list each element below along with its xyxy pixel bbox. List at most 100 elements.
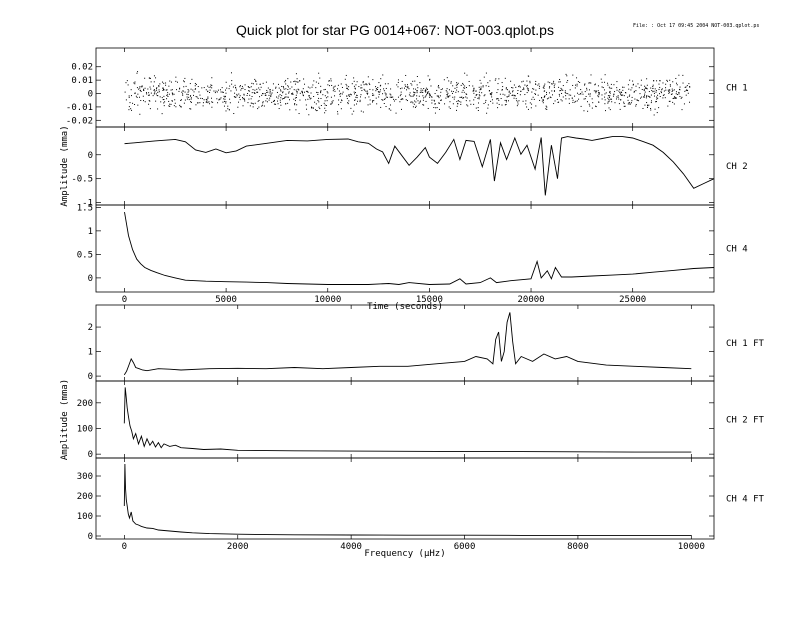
data-point bbox=[588, 93, 590, 95]
data-point bbox=[491, 99, 493, 101]
data-point bbox=[295, 89, 297, 91]
data-point bbox=[632, 83, 634, 85]
data-point bbox=[362, 82, 364, 84]
data-point bbox=[589, 105, 591, 107]
data-point bbox=[158, 89, 160, 91]
data-point bbox=[139, 113, 141, 115]
channel-label: CH 2 bbox=[726, 162, 748, 172]
data-point bbox=[320, 85, 322, 87]
data-point bbox=[617, 96, 619, 98]
data-point bbox=[586, 89, 588, 91]
data-point bbox=[641, 89, 643, 91]
x-tick-label: 10000 bbox=[678, 542, 705, 552]
data-point bbox=[591, 98, 593, 100]
data-point bbox=[167, 92, 169, 94]
data-point bbox=[668, 89, 670, 91]
data-point bbox=[401, 98, 403, 100]
data-point bbox=[383, 88, 385, 90]
data-point bbox=[473, 87, 475, 89]
data-point bbox=[315, 103, 317, 105]
data-point bbox=[317, 93, 319, 95]
data-point bbox=[678, 91, 680, 93]
data-point bbox=[686, 85, 688, 87]
data-point bbox=[533, 88, 535, 90]
data-point bbox=[445, 97, 447, 99]
x-axis-label: Time (seconds) bbox=[367, 302, 443, 312]
data-point bbox=[446, 95, 448, 97]
data-point bbox=[582, 93, 584, 95]
data-point bbox=[327, 96, 329, 98]
data-point bbox=[607, 97, 609, 99]
data-point bbox=[565, 98, 567, 100]
data-point bbox=[475, 107, 477, 109]
data-point bbox=[242, 105, 244, 107]
data-point bbox=[590, 74, 592, 76]
data-point bbox=[431, 99, 433, 101]
data-point bbox=[205, 101, 207, 103]
data-point bbox=[425, 94, 427, 96]
data-point bbox=[337, 88, 339, 90]
data-point bbox=[347, 89, 349, 91]
data-point bbox=[586, 87, 588, 89]
data-point bbox=[574, 101, 576, 103]
data-point bbox=[650, 94, 652, 96]
data-point bbox=[211, 84, 213, 86]
data-point bbox=[275, 103, 277, 105]
data-point bbox=[137, 93, 139, 95]
data-point bbox=[485, 72, 487, 74]
data-point bbox=[549, 96, 551, 98]
data-point bbox=[654, 88, 656, 90]
data-point bbox=[406, 89, 408, 91]
data-point bbox=[605, 92, 607, 94]
data-point bbox=[627, 99, 629, 101]
data-point bbox=[405, 74, 407, 76]
data-point bbox=[211, 101, 213, 103]
data-point bbox=[353, 110, 355, 112]
data-point bbox=[558, 101, 560, 103]
data-point bbox=[460, 96, 462, 98]
data-point bbox=[616, 96, 618, 98]
data-point bbox=[348, 86, 350, 88]
data-point bbox=[301, 91, 303, 93]
data-point bbox=[580, 105, 582, 107]
data-point bbox=[641, 96, 643, 98]
data-point bbox=[305, 104, 307, 106]
data-point bbox=[130, 108, 132, 110]
data-point bbox=[478, 98, 480, 100]
y-tick-label: 0 bbox=[88, 274, 93, 284]
data-point bbox=[202, 105, 204, 107]
data-point bbox=[338, 99, 340, 101]
data-point bbox=[279, 99, 281, 101]
data-point bbox=[263, 105, 265, 107]
data-point bbox=[161, 81, 163, 83]
data-point bbox=[619, 92, 621, 94]
data-point bbox=[576, 85, 578, 87]
data-point bbox=[171, 100, 173, 102]
data-point bbox=[136, 87, 138, 89]
data-point bbox=[346, 85, 348, 87]
data-point bbox=[445, 90, 447, 92]
data-point bbox=[338, 104, 340, 106]
data-point bbox=[353, 85, 355, 87]
data-point bbox=[620, 99, 622, 101]
data-point bbox=[628, 88, 630, 90]
data-point bbox=[517, 103, 519, 105]
channel-label: CH 1 bbox=[726, 84, 748, 94]
data-point bbox=[385, 93, 387, 95]
data-point bbox=[478, 91, 480, 93]
data-point bbox=[170, 81, 172, 83]
data-point bbox=[598, 92, 600, 94]
y-tick-label: -0.01 bbox=[66, 103, 93, 113]
data-point bbox=[186, 96, 188, 98]
data-point bbox=[572, 84, 574, 86]
data-point bbox=[254, 92, 256, 94]
data-point bbox=[421, 91, 423, 93]
data-point bbox=[567, 93, 569, 95]
data-point bbox=[601, 86, 603, 88]
data-point bbox=[527, 89, 529, 91]
data-point bbox=[624, 105, 626, 107]
data-point bbox=[658, 107, 660, 109]
data-point bbox=[617, 95, 619, 97]
data-point bbox=[562, 85, 564, 87]
